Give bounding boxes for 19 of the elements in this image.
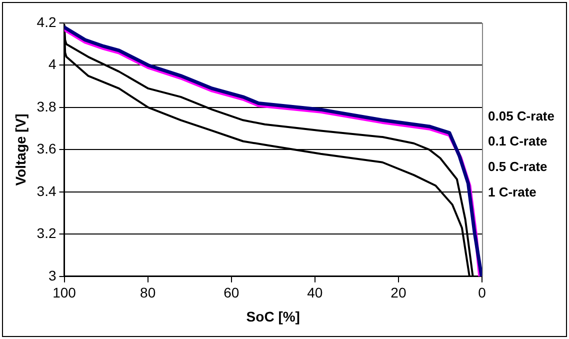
text: 0.5 C-rate [488,159,548,174]
text: 1 C-rate [488,184,536,200]
y-tick-label: 4 [48,56,56,72]
x-tick-label: 80 [140,284,156,301]
y-tick-label: 3 [48,267,56,284]
x-tick-label: 60 [224,284,240,301]
y-axis-title: Voltage [V] [12,114,28,186]
y-tick-label: 3.2 [36,225,56,242]
y-tick-label: 3.4 [36,182,56,199]
x-tick-label: 0 [478,284,486,301]
y-tick-label: 3.8 [36,98,56,114]
y-tick-label: 3.6 [36,140,56,157]
x-tick-label: 40 [307,284,323,301]
x-tick-label: 20 [390,284,406,301]
y-tick-label: 4.2 [36,14,56,30]
x-tick-label: 100 [52,284,76,301]
x-axis-title: SoC [%] [246,308,300,324]
text: 0.05 C-rate [488,108,554,124]
text: 0.1 C-rate [488,134,548,149]
